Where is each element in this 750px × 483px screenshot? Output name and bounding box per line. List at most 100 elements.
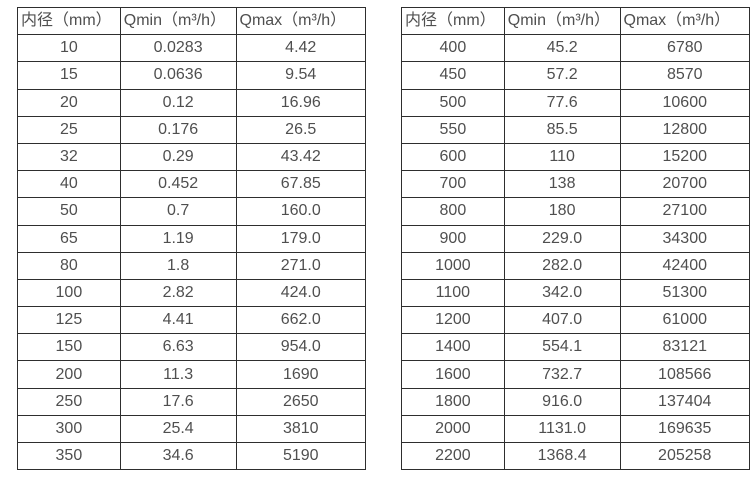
table-cell: 205258 xyxy=(619,441,750,471)
table-cell: 0.452 xyxy=(119,170,237,199)
table-cell: 80 xyxy=(17,251,121,280)
table-cell: 1200 xyxy=(401,306,505,335)
table-row: 25 0.176 26.5 xyxy=(17,115,366,144)
table-row: 400 45.2 6780 xyxy=(401,34,750,63)
table-cell: 500 xyxy=(401,88,505,117)
table-row: 2200 1368.4 205258 xyxy=(401,441,750,471)
table-row: 1200 407.0 61000 xyxy=(401,306,750,335)
table-row: 32 0.29 43.42 xyxy=(17,142,366,172)
table-cell: 4.41 xyxy=(119,306,237,335)
table-cell: 0.0636 xyxy=(119,61,237,90)
table-cell: 10600 xyxy=(619,88,750,117)
table-row: 1800 916.0 137404 xyxy=(401,387,750,416)
header-row: 内径（mm） Qmin（m³/h） Qmax（m³/h） xyxy=(17,6,366,36)
table-cell: 0.12 xyxy=(119,88,237,117)
table-cell: 2650 xyxy=(235,387,366,416)
table-cell: 50 xyxy=(17,197,121,226)
table-cell: 800 xyxy=(401,197,505,226)
table-row: 800 180 27100 xyxy=(401,197,750,226)
table-cell: 57.2 xyxy=(503,61,621,90)
table-cell: 1400 xyxy=(401,333,505,362)
table-cell: 229.0 xyxy=(503,224,621,253)
table-row: 150 6.63 954.0 xyxy=(17,333,366,362)
table-cell: 2.82 xyxy=(119,278,237,308)
table-cell: 1800 xyxy=(401,387,505,416)
table-cell: 9.54 xyxy=(235,61,366,90)
table-row: 1400 554.1 83121 xyxy=(401,333,750,362)
column-header: Qmin（m³/h） xyxy=(503,6,621,36)
table-cell: 550 xyxy=(401,115,505,144)
table-row: 900 229.0 34300 xyxy=(401,224,750,253)
table-cell: 169635 xyxy=(619,414,750,444)
table-row: 80 1.8 271.0 xyxy=(17,251,366,280)
table-cell: 15 xyxy=(17,61,121,90)
table-cell: 77.6 xyxy=(503,88,621,117)
table-cell: 12800 xyxy=(619,115,750,144)
table-cell: 34300 xyxy=(619,224,750,253)
table-cell: 125 xyxy=(17,306,121,335)
table-cell: 271.0 xyxy=(235,251,366,280)
table-cell: 300 xyxy=(17,414,121,444)
table-cell: 407.0 xyxy=(503,306,621,335)
table-cell: 5190 xyxy=(235,441,366,471)
table-cell: 180 xyxy=(503,197,621,226)
table-row: 100 2.82 424.0 xyxy=(17,278,366,308)
table-row: 1000 282.0 42400 xyxy=(401,251,750,280)
table-cell: 1000 xyxy=(401,251,505,280)
table-cell: 2200 xyxy=(401,441,505,471)
table-row: 125 4.41 662.0 xyxy=(17,306,366,335)
table-cell: 10 xyxy=(17,34,121,63)
table-cell: 200 xyxy=(17,360,121,389)
table-row: 1100 342.0 51300 xyxy=(401,278,750,308)
table-cell: 424.0 xyxy=(235,278,366,308)
column-header: Qmax（m³/h） xyxy=(619,6,750,36)
table-cell: 27100 xyxy=(619,197,750,226)
table-row: 20 0.12 16.96 xyxy=(17,88,366,117)
table-row: 600 110 15200 xyxy=(401,142,750,172)
table-cell: 0.0283 xyxy=(119,34,237,63)
table-cell: 32 xyxy=(17,142,121,172)
table-row: 1600 732.7 108566 xyxy=(401,360,750,389)
table-row: 40 0.452 67.85 xyxy=(17,170,366,199)
table-cell: 450 xyxy=(401,61,505,90)
table-cell: 4.42 xyxy=(235,34,366,63)
header-row: 内径（mm） Qmin（m³/h） Qmax（m³/h） xyxy=(401,6,750,36)
table-cell: 179.0 xyxy=(235,224,366,253)
table-row: 450 57.2 8570 xyxy=(401,61,750,90)
table-cell: 900 xyxy=(401,224,505,253)
table-cell: 250 xyxy=(17,387,121,416)
table-row: 200 11.3 1690 xyxy=(17,360,366,389)
table-cell: 1131.0 xyxy=(503,414,621,444)
flow-table-large-diameters: 内径（mm） Qmin（m³/h） Qmax（m³/h） 400 45.2 6780 450… xyxy=(401,6,750,471)
table-cell: 15200 xyxy=(619,142,750,172)
table-cell: 0.7 xyxy=(119,197,237,226)
table-cell: 150 xyxy=(17,333,121,362)
table-cell: 916.0 xyxy=(503,387,621,416)
table-cell: 67.85 xyxy=(235,170,366,199)
table-cell: 110 xyxy=(503,142,621,172)
table-cell: 45.2 xyxy=(503,34,621,63)
table-cell: 20 xyxy=(17,88,121,117)
table-cell: 6.63 xyxy=(119,333,237,362)
table-row: 10 0.0283 4.42 xyxy=(17,34,366,63)
table-cell: 138 xyxy=(503,170,621,199)
table-cell: 26.5 xyxy=(235,115,366,144)
table-row: 2000 1131.0 169635 xyxy=(401,414,750,444)
table-cell: 65 xyxy=(17,224,121,253)
column-header: 内径（mm） xyxy=(401,6,505,36)
table-cell: 17.6 xyxy=(119,387,237,416)
table-row: 550 85.5 12800 xyxy=(401,115,750,144)
table-row: 50 0.7 160.0 xyxy=(17,197,366,226)
table-cell: 662.0 xyxy=(235,306,366,335)
table-cell: 16.96 xyxy=(235,88,366,117)
table-cell: 25 xyxy=(17,115,121,144)
table-cell: 1.8 xyxy=(119,251,237,280)
table-cell: 40 xyxy=(17,170,121,199)
table-row: 250 17.6 2650 xyxy=(17,387,366,416)
table-cell: 1100 xyxy=(401,278,505,308)
column-header: Qmin（m³/h） xyxy=(119,6,237,36)
table-cell: 1.19 xyxy=(119,224,237,253)
column-header: 内径（mm） xyxy=(17,6,121,36)
table-cell: 342.0 xyxy=(503,278,621,308)
table-cell: 11.3 xyxy=(119,360,237,389)
